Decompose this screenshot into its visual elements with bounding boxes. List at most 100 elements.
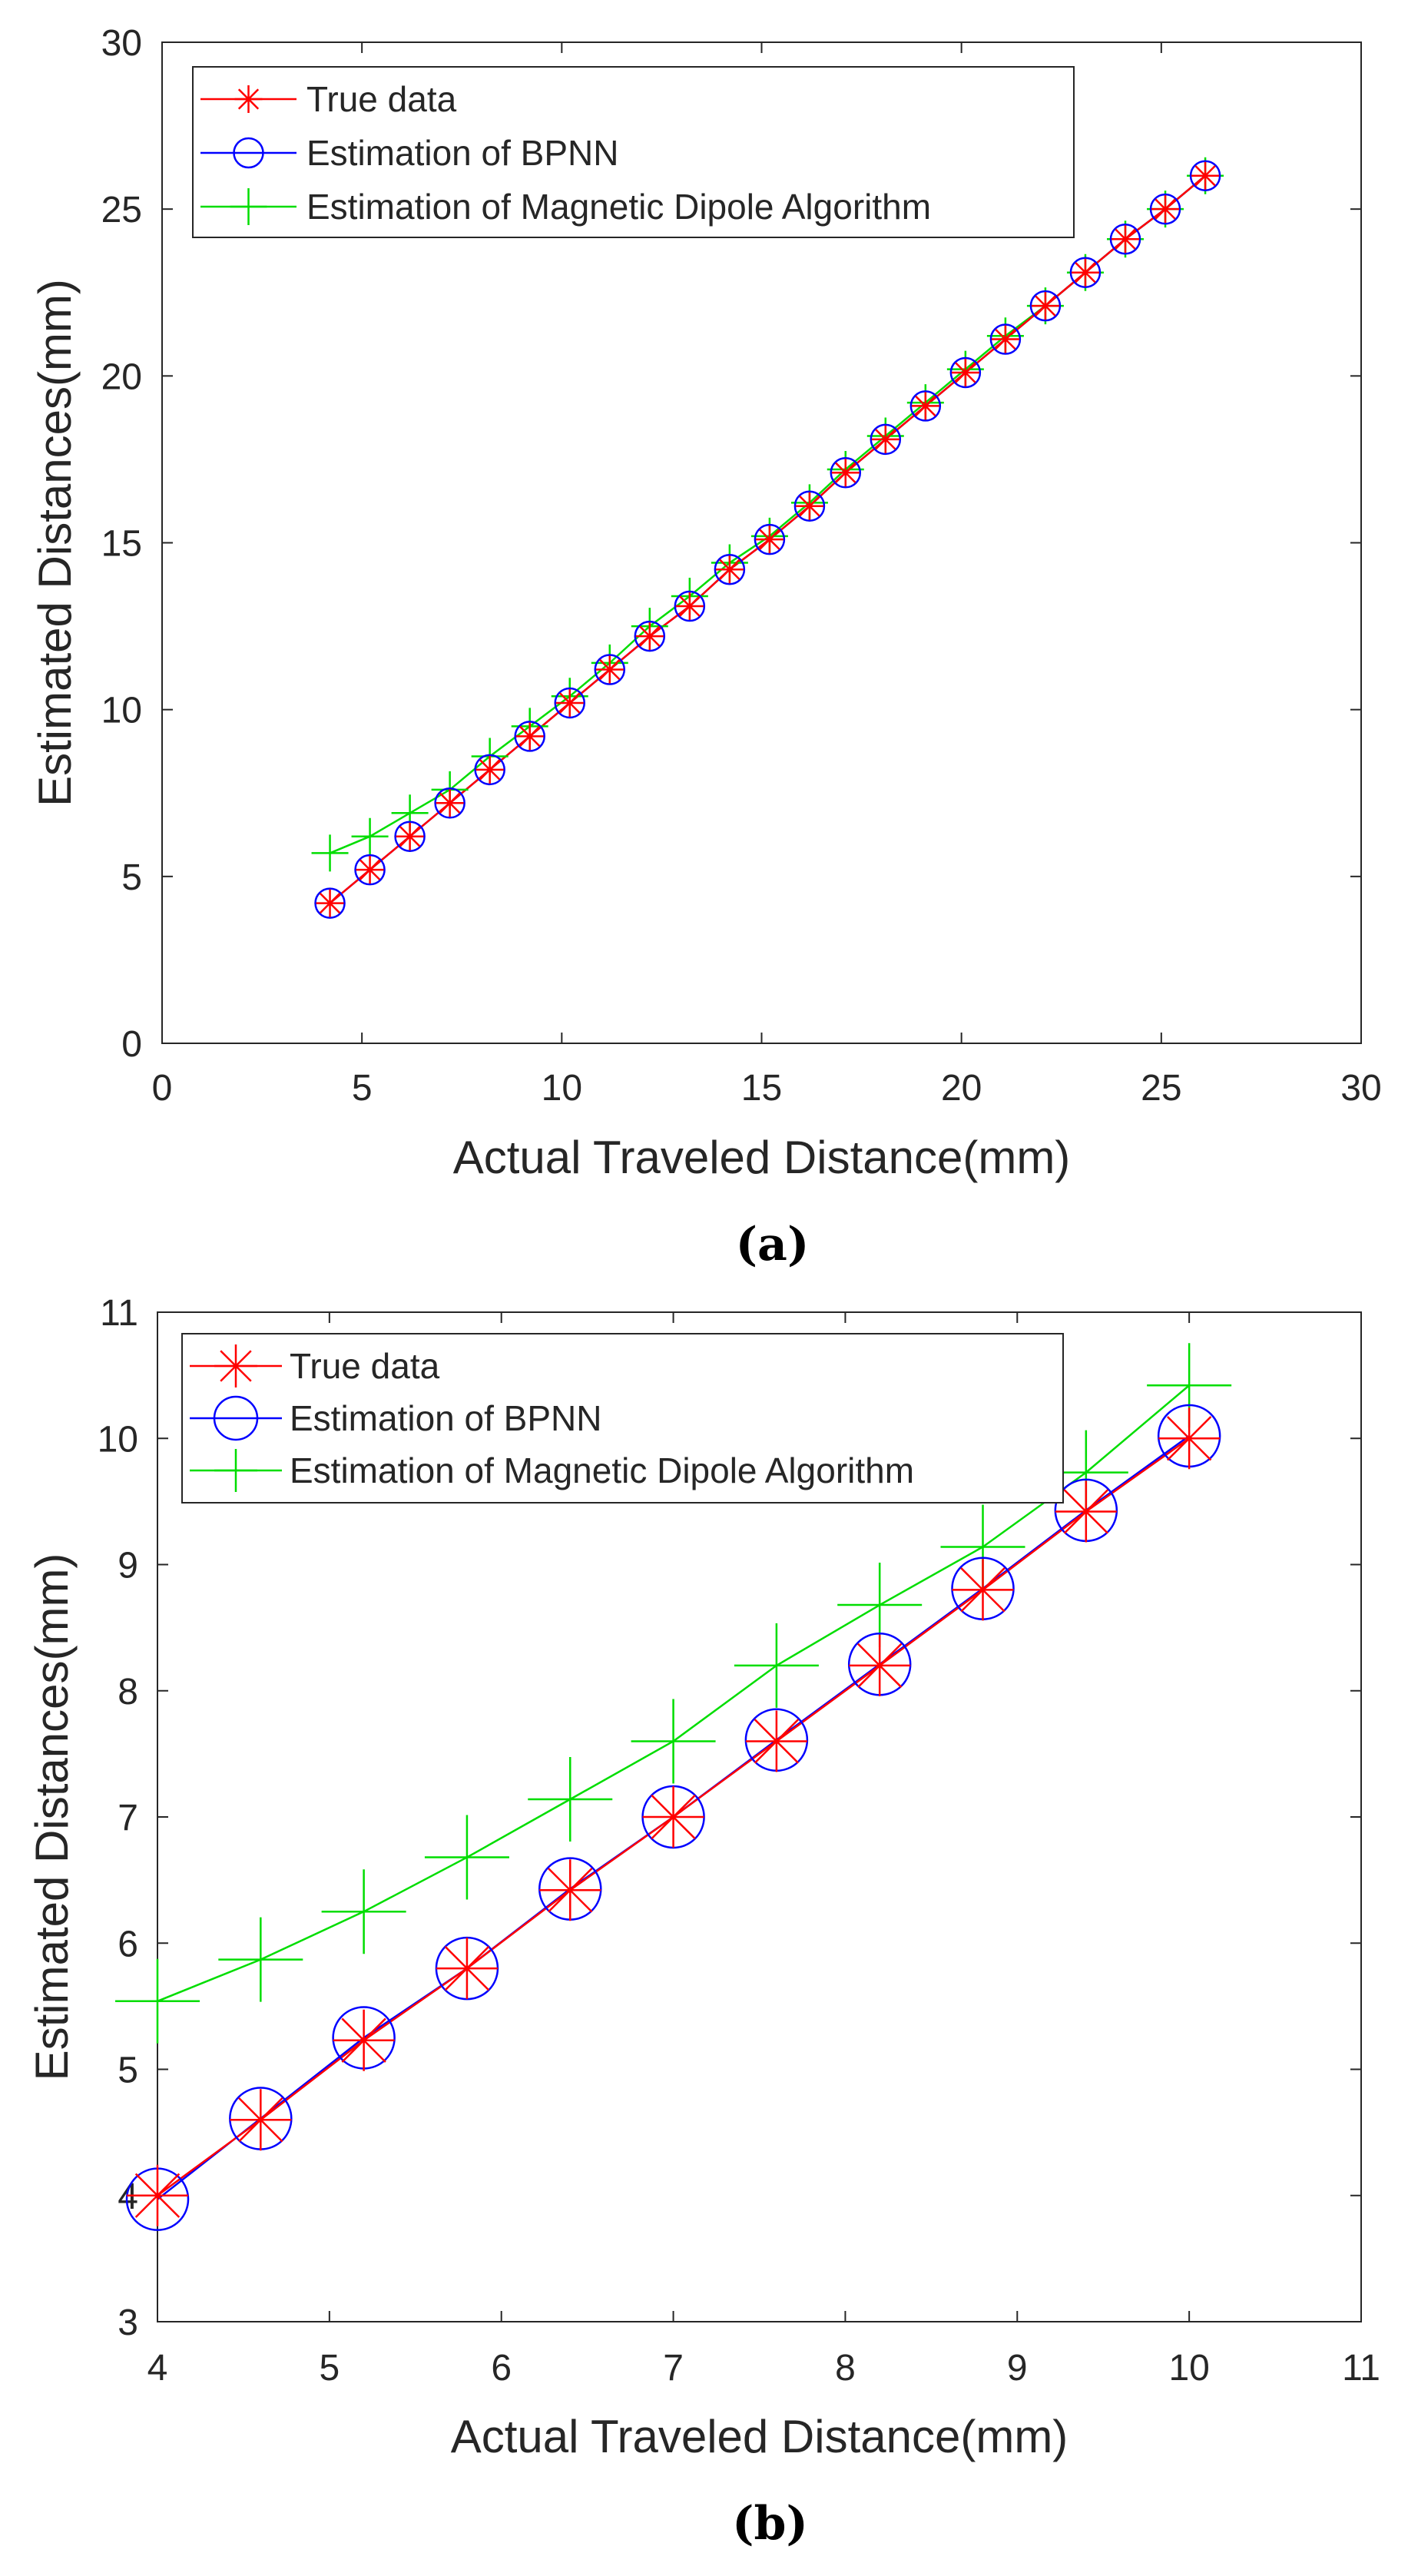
data-point-circle (714, 553, 746, 585)
y-tick-label: 15 (101, 524, 142, 565)
y-tick-label: 6 (118, 1924, 138, 1964)
legend-marker-asterisk (214, 1344, 257, 1387)
x-tick-label: 15 (741, 1068, 782, 1109)
legend-label: Estimation of Magnetic Dipole Algorithm (290, 1450, 914, 1490)
data-point-circle (1109, 224, 1141, 255)
data-point-asterisk (1151, 195, 1180, 224)
data-point-asterisk (795, 492, 823, 520)
y-tick-label: 0 (121, 1024, 142, 1065)
x-tick-label: 25 (1141, 1068, 1181, 1109)
data-point-circle (1029, 290, 1062, 322)
data-point-asterisk (316, 889, 344, 917)
x-axis-title: Actual Traveled Distance(mm) (453, 1132, 1071, 1183)
data-point-circle (354, 854, 386, 886)
panel-caption: (a) (736, 1218, 810, 1271)
data-point-plus (115, 1958, 200, 2044)
data-point-asterisk (911, 392, 939, 420)
data-point-circle (1189, 160, 1221, 191)
data-point-circle (793, 490, 826, 522)
data-point-asterisk (831, 459, 860, 487)
data-point-asterisk (951, 358, 979, 386)
data-point-asterisk (396, 822, 424, 850)
x-tick-label: 20 (941, 1068, 982, 1109)
legend-label: Estimation of BPNN (290, 1398, 601, 1438)
data-point-plus (351, 817, 389, 855)
y-tick-label: 7 (118, 1798, 138, 1838)
x-tick-label: 9 (1007, 2348, 1028, 2389)
x-tick-label: 6 (491, 2348, 512, 2389)
data-point-asterisk (715, 555, 744, 584)
y-tick-label: 25 (101, 190, 142, 230)
panel-caption: (b) (732, 2497, 808, 2551)
data-point-asterisk (871, 425, 899, 453)
panel-a-chart: 0 5 10 15 20 25 30 0 5 10 15 20 25 30 Actual Traveled … (29, 23, 1382, 1271)
data-point-plus (424, 1815, 509, 1900)
legend-marker-asterisk (234, 85, 263, 113)
x-tick-label: 8 (835, 2348, 856, 2389)
data-point-asterisk (642, 1786, 704, 1848)
data-point-asterisk (475, 755, 504, 784)
data-point-asterisk (1055, 1480, 1117, 1543)
legend-marker-plus (230, 188, 267, 225)
data-point-asterisk (755, 525, 784, 554)
x-tick-label: 4 (147, 2348, 168, 2389)
data-point-circle (1069, 257, 1102, 288)
data-point-plus (321, 1869, 406, 1954)
data-point-asterisk (515, 722, 544, 751)
x-tick-label: 11 (1342, 2348, 1380, 2389)
x-tick-label: 10 (542, 1068, 582, 1109)
data-point-plus (218, 1917, 303, 2002)
x-tick-label: 0 (152, 1068, 173, 1109)
data-point-circle (1149, 193, 1181, 225)
y-axis-title: Estimated Distances(mm) (26, 1553, 78, 2081)
y-tick-label: 5 (118, 2051, 138, 2091)
data-point-circle (909, 390, 942, 422)
data-point-plus (311, 834, 349, 872)
data-point-asterisk (230, 2089, 292, 2151)
data-point-asterisk (436, 789, 464, 817)
y-tick-label: 10 (101, 691, 142, 731)
data-point-circle (314, 887, 346, 919)
x-axis-title: Actual Traveled Distance(mm) (451, 2411, 1068, 2462)
data-point-asterisk (436, 1938, 498, 2000)
y-tick-label: 9 (118, 1546, 138, 1586)
y-tick-label: 10 (98, 1419, 138, 1460)
legend-box (192, 66, 1075, 238)
x-tick-label: 5 (352, 1068, 373, 1109)
data-point-circle (554, 687, 585, 719)
y-axis-title: Estimated Distances(mm) (29, 279, 81, 807)
data-point-asterisk (991, 325, 1019, 353)
data-point-asterisk (675, 592, 704, 621)
legend-label: True data (306, 79, 457, 119)
data-point-asterisk (356, 856, 384, 884)
y-tick-label: 8 (118, 1672, 138, 1712)
data-point-asterisk (1191, 161, 1220, 190)
y-tick-label: 3 (118, 2302, 138, 2343)
data-point-circle (474, 754, 505, 786)
data-point-circle (634, 620, 666, 652)
data-point-circle (989, 323, 1022, 355)
legend-label: Estimation of Magnetic Dipole Algorithm (306, 187, 931, 227)
data-point-circle (434, 787, 465, 819)
data-point-asterisk (849, 1634, 911, 1696)
y-tick-label: 5 (121, 857, 142, 898)
data-point-asterisk (1158, 1407, 1221, 1470)
data-point-circle (394, 821, 426, 852)
data-point-circle (949, 356, 982, 389)
data-point-asterisk (333, 2009, 395, 2071)
data-point-plus (631, 1699, 716, 1784)
data-point-asterisk (745, 1710, 807, 1772)
data-point-asterisk (1111, 225, 1139, 254)
x-tick-label: 30 (1340, 1068, 1381, 1109)
data-point-asterisk (595, 655, 624, 684)
legend-label: Estimation of BPNN (306, 133, 618, 173)
data-point-circle (674, 590, 706, 622)
x-tick-label: 10 (1168, 2348, 1209, 2389)
legend-marker-plus (214, 1449, 257, 1492)
legend-box (181, 1333, 1064, 1503)
data-point-asterisk (127, 2164, 188, 2226)
data-point-asterisk (952, 1559, 1014, 1621)
x-tick-label: 5 (320, 2348, 340, 2389)
